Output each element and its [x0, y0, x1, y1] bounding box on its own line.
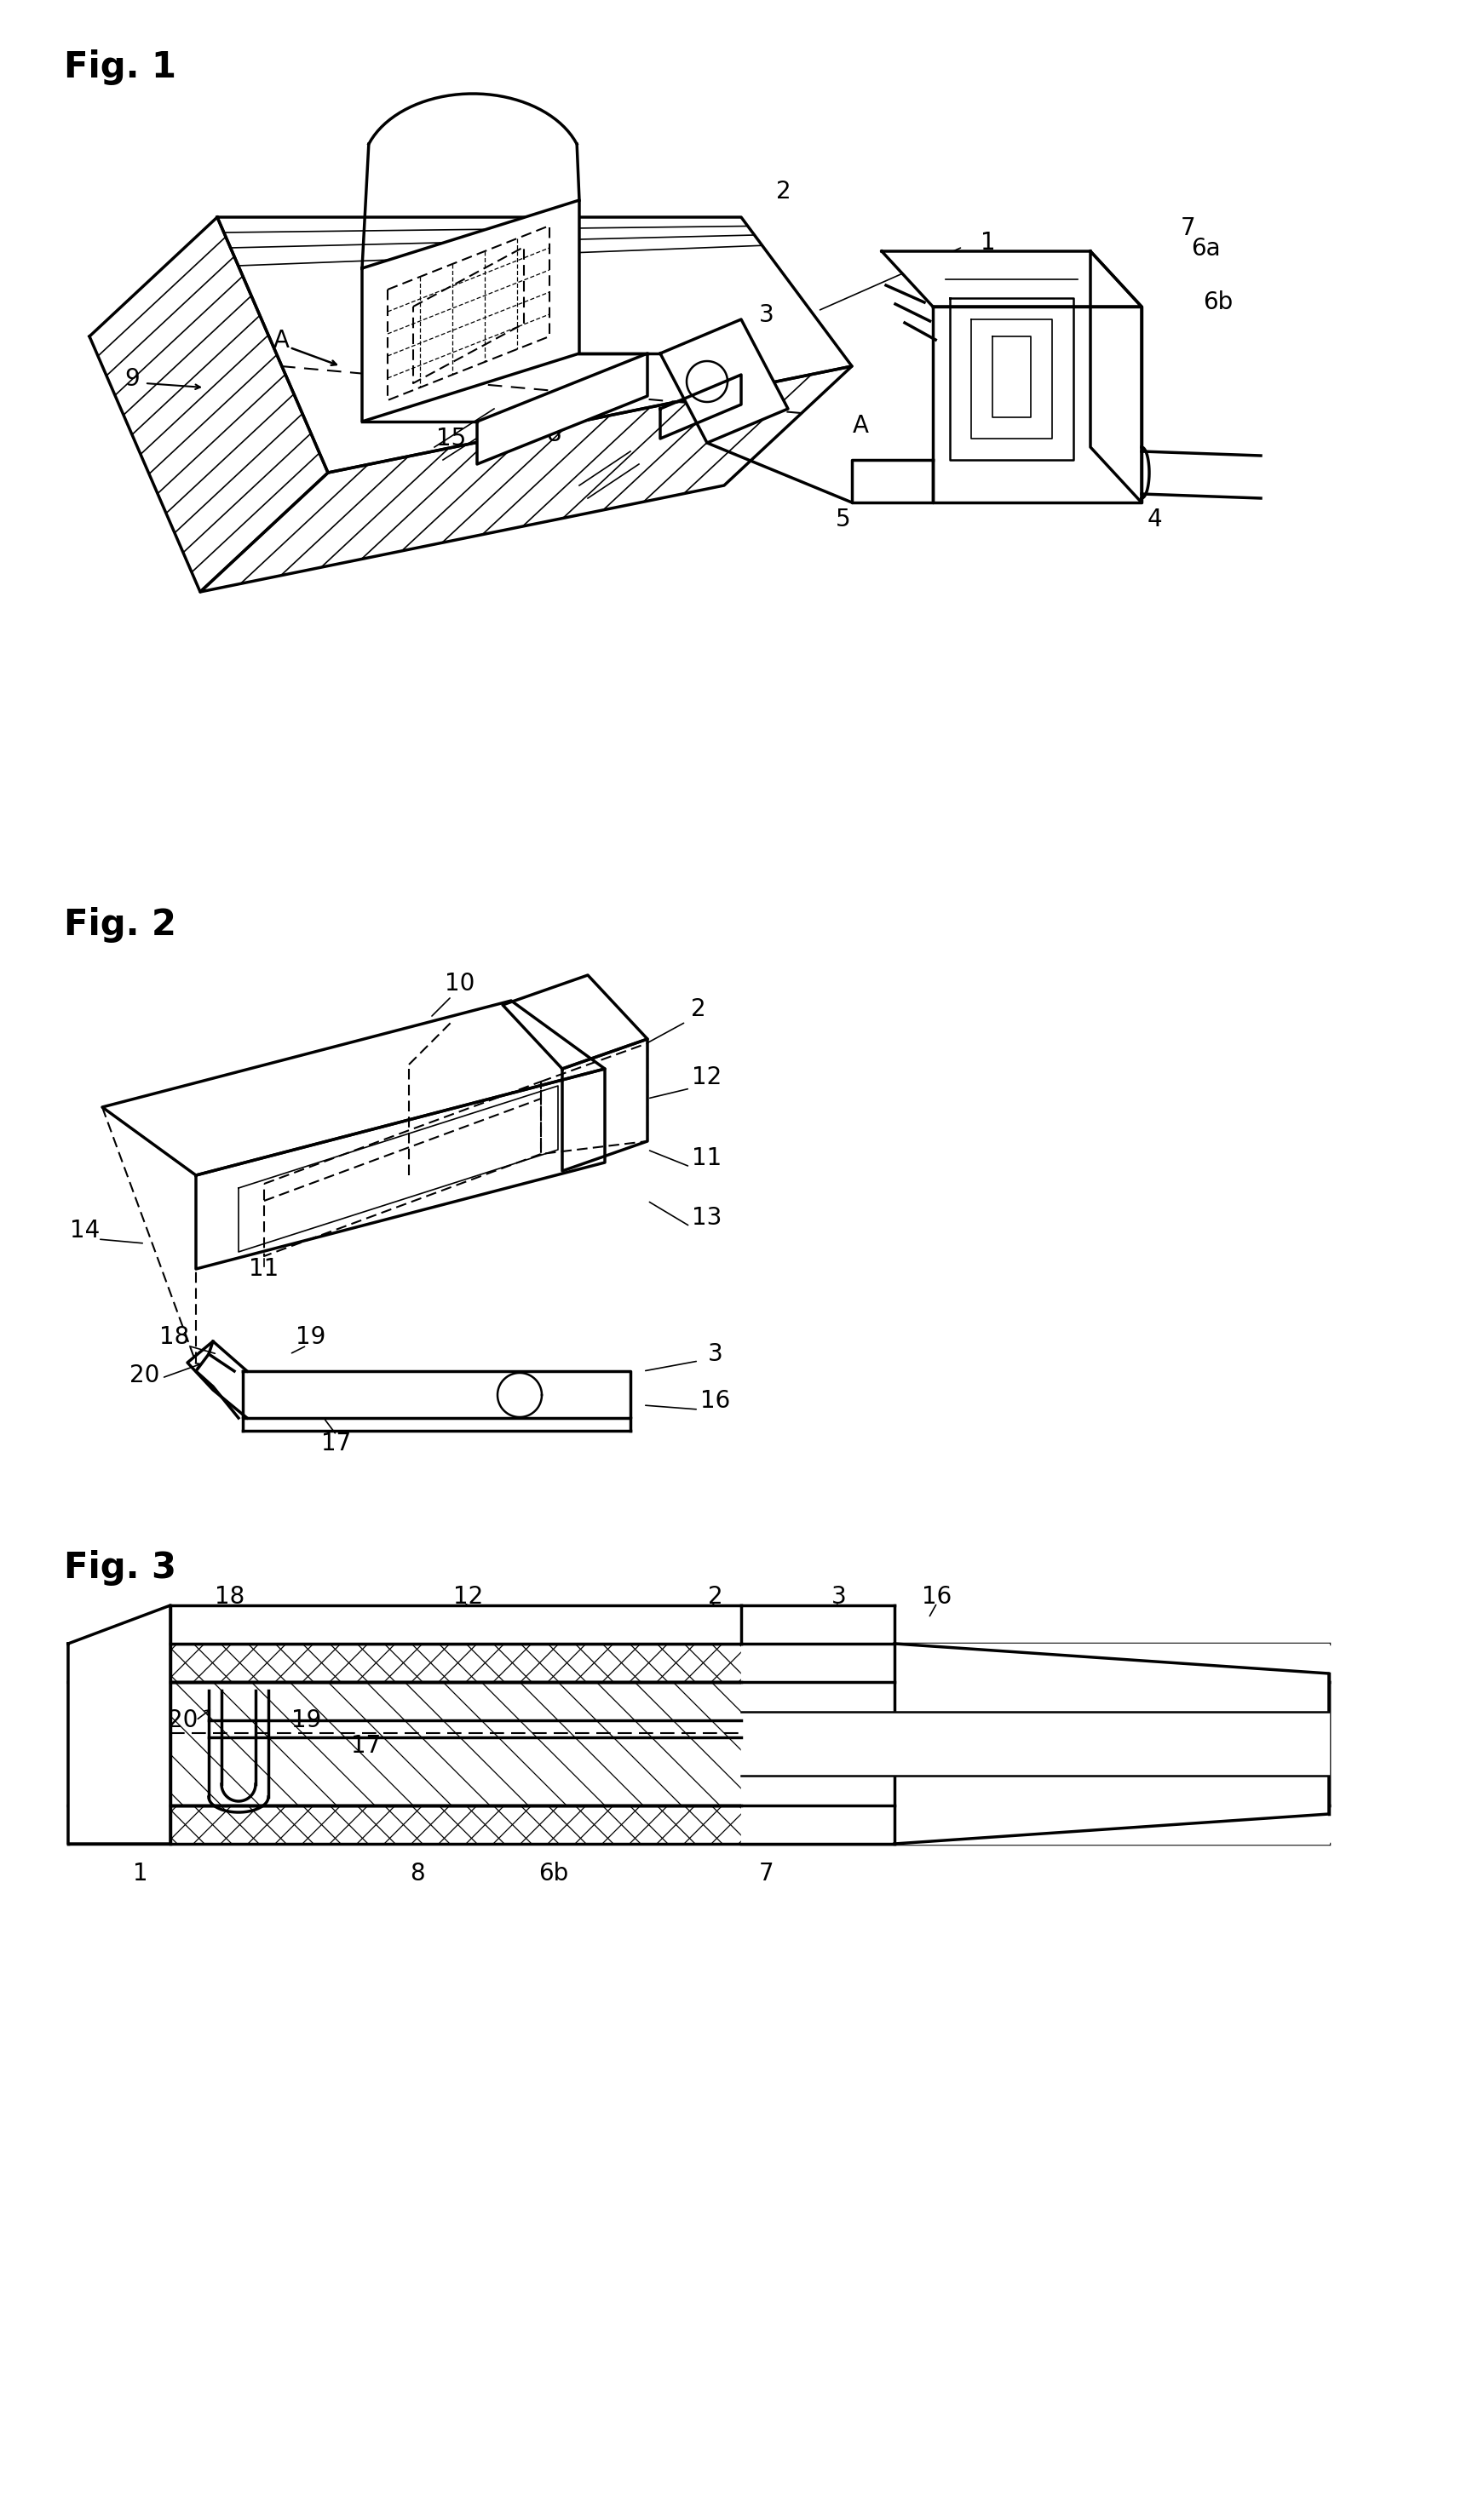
- Text: 3: 3: [831, 1585, 847, 1608]
- Text: 2: 2: [692, 998, 706, 1021]
- Text: 8: 8: [546, 423, 561, 446]
- Polygon shape: [562, 1038, 647, 1172]
- Text: A: A: [273, 328, 289, 353]
- Text: 10: 10: [445, 973, 475, 995]
- Text: Fig. 3: Fig. 3: [64, 1550, 177, 1585]
- Text: 2: 2: [708, 1585, 723, 1608]
- Text: 2: 2: [776, 179, 791, 204]
- Text: 18: 18: [160, 1326, 190, 1348]
- Polygon shape: [200, 365, 852, 592]
- Text: 11: 11: [692, 1147, 723, 1169]
- Text: 14: 14: [70, 1220, 101, 1242]
- Text: 1: 1: [981, 232, 996, 255]
- Text: Fig. 2: Fig. 2: [64, 907, 177, 942]
- Text: 16: 16: [922, 1585, 953, 1608]
- Text: 15: 15: [436, 426, 466, 451]
- Text: 1: 1: [134, 1862, 148, 1885]
- Text: 20: 20: [168, 1709, 199, 1731]
- Polygon shape: [933, 307, 1141, 501]
- Text: 5: 5: [835, 507, 850, 532]
- Polygon shape: [102, 1000, 605, 1174]
- Polygon shape: [660, 320, 788, 444]
- Text: 20: 20: [129, 1363, 160, 1389]
- Polygon shape: [476, 353, 647, 464]
- Text: 3: 3: [708, 1343, 723, 1366]
- Text: 7: 7: [1181, 217, 1196, 239]
- Polygon shape: [741, 1605, 895, 1845]
- Text: A: A: [852, 413, 868, 438]
- Text: 4: 4: [1147, 507, 1162, 532]
- Text: 11: 11: [249, 1257, 279, 1280]
- Text: 18: 18: [215, 1585, 245, 1608]
- Text: 13: 13: [692, 1207, 723, 1230]
- Text: 12: 12: [692, 1066, 723, 1089]
- Text: 7: 7: [760, 1862, 775, 1885]
- Text: 12: 12: [454, 1585, 484, 1608]
- Polygon shape: [68, 1605, 171, 1845]
- Polygon shape: [895, 1643, 1330, 1845]
- Text: 6b: 6b: [539, 1862, 568, 1885]
- Polygon shape: [503, 975, 647, 1068]
- Text: 19: 19: [295, 1326, 326, 1348]
- Polygon shape: [362, 199, 579, 421]
- Text: 17: 17: [322, 1431, 352, 1457]
- Text: 17: 17: [352, 1734, 381, 1759]
- Text: 6a: 6a: [855, 1734, 883, 1759]
- Text: 6b: 6b: [1204, 290, 1233, 315]
- Text: 15: 15: [96, 1663, 126, 1688]
- Text: 6a: 6a: [1190, 237, 1220, 260]
- Polygon shape: [741, 1711, 1330, 1777]
- Polygon shape: [89, 217, 328, 592]
- Polygon shape: [881, 252, 1141, 307]
- Polygon shape: [171, 1605, 741, 1643]
- Polygon shape: [196, 1068, 605, 1270]
- Polygon shape: [243, 1371, 631, 1419]
- Text: 19: 19: [292, 1709, 322, 1731]
- Text: Fig. 1: Fig. 1: [64, 50, 177, 86]
- Text: 3: 3: [760, 302, 775, 328]
- Text: 9: 9: [125, 368, 139, 391]
- Text: 16: 16: [700, 1389, 730, 1414]
- Polygon shape: [217, 217, 852, 474]
- Polygon shape: [1091, 252, 1141, 501]
- Text: 8: 8: [410, 1862, 424, 1885]
